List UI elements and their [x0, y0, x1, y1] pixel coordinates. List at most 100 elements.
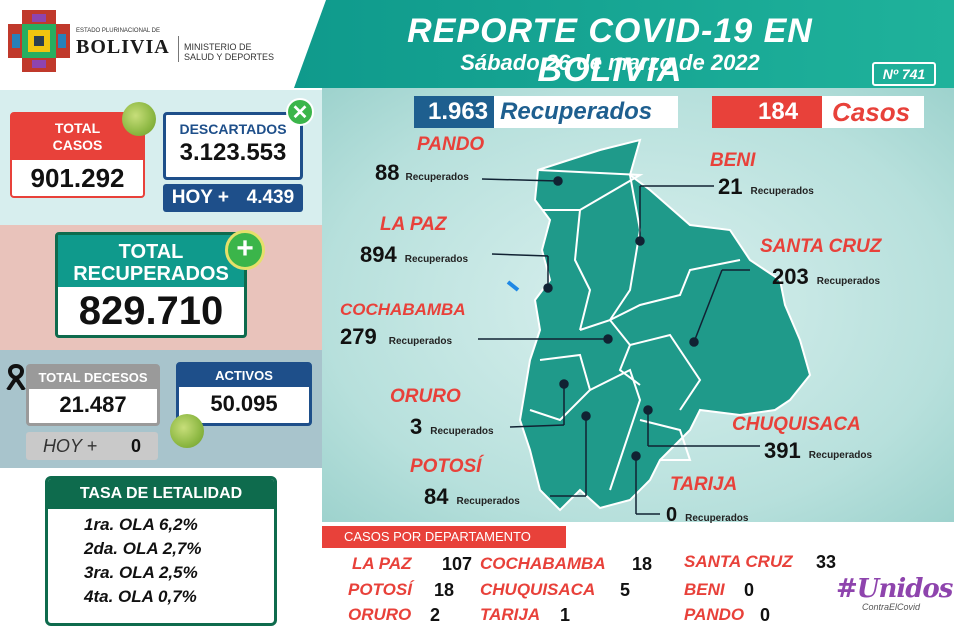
- mourning-ribbon-icon: [4, 363, 28, 392]
- dept-chuquisaca-name: CHUQUISACA: [732, 414, 861, 435]
- total-decesos-card: TOTAL DECESOS 21.487: [26, 364, 160, 426]
- dept-pando: 88 Recuperados: [375, 160, 469, 186]
- logo-ministry-text: MINISTERIO DE SALUD Y DEPORTES: [184, 42, 274, 62]
- descartados-hoy-bar: HOY + 4.439: [163, 184, 303, 212]
- letalidad-row-label: 3ra. OLA: [84, 563, 155, 582]
- casos-item: PANDO 0: [684, 605, 770, 626]
- recuperados-label: Recuperados: [750, 186, 814, 197]
- casos-item-value: 5: [619, 580, 630, 600]
- dept-lapaz-name: LA PAZ: [380, 214, 447, 235]
- letalidad-row-label: 1ra. OLA: [84, 515, 155, 534]
- letalidad-row-value: 6,2%: [158, 515, 198, 534]
- recuperados-summary-value: 1.963: [414, 96, 495, 128]
- casos-item-value: 18: [631, 554, 652, 574]
- casos-item-value: 0: [759, 605, 770, 625]
- recuperados-summary: 1.963 Recuperados: [414, 96, 678, 128]
- dept-cochabamba-name: COCHABAMBA: [340, 300, 466, 319]
- dept-beni-value: 21: [718, 174, 743, 199]
- total-decesos-label: TOTAL DECESOS: [29, 367, 157, 389]
- dept-potosi-name: POTOSÍ: [410, 456, 482, 477]
- letalidad-row: 2da. OLA 2,7%: [84, 537, 274, 561]
- decesos-hoy-bar: HOY + 0: [26, 432, 158, 460]
- total-recuperados-card: TOTAL RECUPERADOS 829.710: [55, 232, 247, 338]
- dept-pando-value: 88: [375, 160, 400, 185]
- logo-separator: [178, 36, 179, 62]
- casos-item: SANTA CRUZ 33: [684, 552, 836, 573]
- recuperados-label: Recuperados: [430, 426, 494, 437]
- total-casos-label-2: CASOS: [52, 137, 103, 153]
- casos-item: BENI 0: [684, 580, 754, 601]
- activos-card: ACTIVOS 50.095: [176, 362, 312, 426]
- casos-item-name: BENI: [684, 580, 725, 599]
- report-title: REPORTE COVID-19 EN BOLIVIA: [407, 12, 813, 89]
- letalidad-list: 1ra. OLA 6,2% 2da. OLA 2,7% 3ra. OLA 2,5…: [48, 509, 274, 609]
- total-casos-card: TOTAL CASOS 901.292: [10, 112, 145, 198]
- casos-item-name: COCHABAMBA: [480, 554, 606, 573]
- casos-item-value: 0: [743, 580, 754, 600]
- dept-lapaz: 894 Recuperados: [360, 242, 468, 268]
- total-recuperados-value: 829.710: [78, 289, 224, 333]
- letalidad-row: 4ta. OLA 0,7%: [84, 585, 274, 609]
- dept-beni: 21 Recuperados: [718, 174, 814, 200]
- total-casos-label-1: TOTAL: [54, 120, 101, 136]
- recuperados-label: Recuperados: [404, 254, 469, 265]
- casos-item-value: 33: [815, 552, 836, 572]
- dept-cochabamba: 279 Recuperados: [340, 324, 452, 350]
- logo-country-text: BOLIVIA: [76, 36, 170, 58]
- dept-santacruz: 203 Recuperados: [772, 264, 880, 290]
- dept-beni-name: BENI: [710, 150, 756, 171]
- recuperados-label: Recuperados: [685, 513, 749, 524]
- dept-chuquisaca: 391 Recuperados: [764, 438, 872, 464]
- descartados-value: 3.123.553: [179, 139, 287, 166]
- casos-item: LA PAZ 107: [352, 554, 472, 575]
- casos-item-name: ORURO: [348, 605, 412, 624]
- casos-item-name: TARIJA: [480, 605, 541, 624]
- casos-summary: 184 Casos: [712, 96, 924, 128]
- connector-lines: [478, 176, 760, 515]
- dept-chuquisaca-value: 391: [764, 438, 801, 463]
- total-casos-label: TOTAL CASOS: [12, 114, 143, 160]
- total-decesos-value: 21.487: [59, 392, 127, 417]
- dept-lapaz-value: 894: [360, 242, 397, 267]
- casos-item: TARIJA 1: [480, 605, 570, 626]
- casos-item: POTOSÍ 18: [348, 580, 454, 601]
- virus-icon: [170, 414, 204, 448]
- descartados-card: DESCARTADOS 3.123.553: [163, 112, 303, 180]
- recuperados-label: Recuperados: [816, 276, 881, 287]
- letalidad-row: 1ra. OLA 6,2%: [84, 513, 274, 537]
- virus-icon: [122, 102, 156, 136]
- casos-item-name: CHUQUISACA: [480, 580, 596, 599]
- descartados-label: DESCARTADOS: [179, 121, 287, 137]
- letalidad-row-value: 2,5%: [158, 563, 198, 582]
- dept-santacruz-name: SANTA CRUZ: [760, 236, 882, 257]
- header-band: [290, 0, 954, 88]
- bolivia-seal-icon: [8, 10, 70, 72]
- close-icon: ✕: [286, 98, 314, 126]
- total-recuperados-label: TOTAL RECUPERADOS: [58, 235, 244, 287]
- dept-oruro-name: ORURO: [390, 386, 461, 407]
- recuperados-label: Recuperados: [405, 172, 469, 183]
- letalidad-row: 3ra. OLA 2,5%: [84, 561, 274, 585]
- total-casos-value: 901.292: [30, 163, 125, 193]
- plus-icon: +: [225, 230, 265, 270]
- casos-departamento-header: CASOS POR DEPARTAMENTO: [322, 526, 566, 548]
- ministry-line1: MINISTERIO DE: [184, 42, 252, 52]
- casos-item-name: POTOSÍ: [348, 580, 412, 599]
- dept-santacruz-value: 203: [772, 264, 809, 289]
- letalidad-row-label: 4ta. OLA: [84, 587, 154, 606]
- activos-value: 50.095: [210, 391, 278, 416]
- casos-item-value: 18: [433, 580, 454, 600]
- campaign-subtitle: ContraElCovid: [861, 602, 921, 612]
- bolivia-map: [506, 138, 812, 512]
- dept-potosi: 84 Recuperados: [424, 484, 520, 510]
- recuperados-label: Recuperados: [808, 450, 873, 461]
- campaign-hashtag: #Unidos: [836, 574, 953, 604]
- recuperados-label: Recuperados: [456, 496, 520, 507]
- letalidad-row-value: 0,7%: [158, 587, 197, 606]
- dept-tarija-name: TARIJA: [670, 474, 738, 495]
- casos-item-value: 1: [559, 605, 570, 625]
- report-number: Nº 741: [872, 62, 936, 86]
- total-recuperados-label-2: RECUPERADOS: [73, 263, 229, 285]
- campaign-logo: #Unidos ContraElCovid: [836, 574, 953, 612]
- letalidad-row-value: 2,7%: [162, 539, 202, 558]
